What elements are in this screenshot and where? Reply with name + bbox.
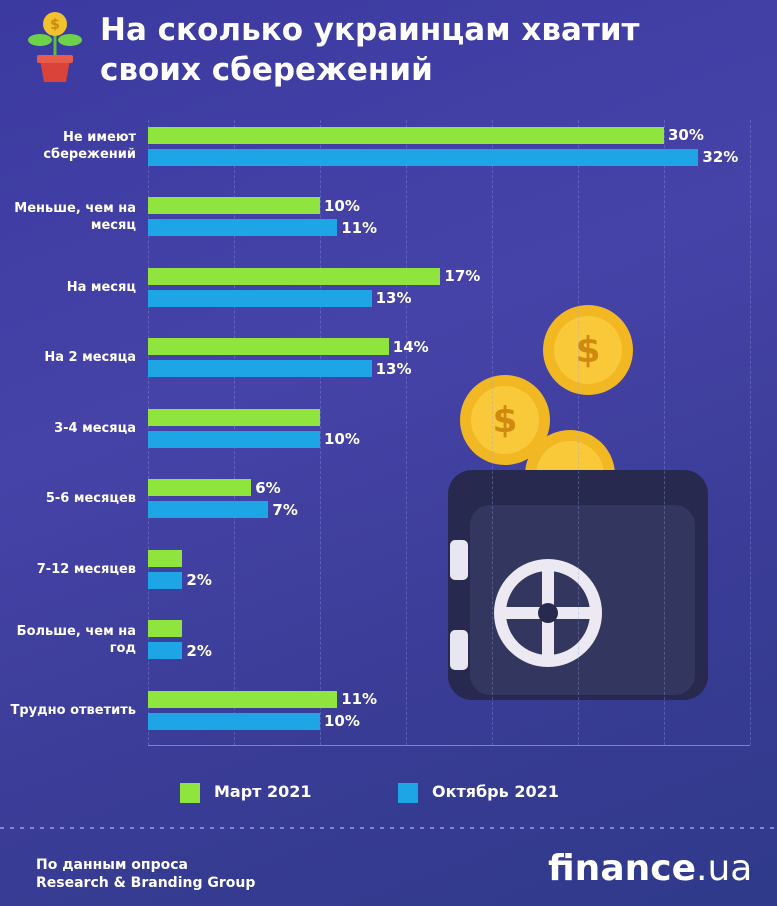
logo-text: .ua	[696, 848, 753, 889]
value-label: 7%	[272, 500, 298, 519]
chart-title: На сколько украинцам хватит своих сбереж…	[100, 12, 640, 88]
value-label: 14%	[392, 337, 429, 356]
bar	[148, 571, 183, 589]
bar	[148, 642, 183, 659]
value-label: 32%	[702, 148, 739, 166]
value-label: 10%	[324, 430, 360, 448]
value-label: 17%	[444, 267, 481, 285]
svg-text:$: $	[575, 330, 600, 371]
category-label: На 2 месяца	[44, 350, 136, 365]
legend-label: Март 2021	[214, 782, 312, 801]
legend-swatch	[180, 783, 200, 803]
bar	[148, 430, 320, 448]
bar	[148, 267, 441, 285]
category-label: 7-12 месяцев	[36, 561, 136, 577]
grid-line	[492, 120, 493, 745]
value-label: 11%	[341, 690, 378, 708]
value-label: 2%	[186, 571, 212, 589]
category-label: 3-4 месяца	[54, 420, 136, 436]
value-label: 10%	[324, 196, 360, 215]
plant-icon: $	[28, 12, 82, 82]
axis-line	[148, 745, 750, 746]
grid-line	[750, 120, 751, 745]
value-label: 11%	[341, 218, 378, 237]
bar	[148, 501, 269, 518]
category-label: Больше, чем на год	[16, 623, 136, 656]
category-label: Меньше, чем на месяц	[14, 200, 136, 233]
logo: finance.ua	[548, 848, 752, 889]
legend-swatch	[398, 783, 418, 803]
bar	[148, 289, 372, 307]
value-label: 13%	[375, 289, 412, 307]
svg-text:$: $	[50, 17, 60, 33]
value-label: 10%	[324, 712, 360, 730]
value-label: 13%	[375, 359, 412, 378]
value-label: 30%	[668, 126, 704, 144]
value-label: 2%	[186, 641, 212, 660]
bar	[148, 620, 183, 637]
category-label: Трудно ответить	[10, 702, 137, 718]
source: Research & Branding Group	[36, 875, 256, 891]
category-label: 5-6 месяцев	[45, 491, 136, 506]
grid-line	[320, 120, 321, 745]
legend-label: Октябрь 2021	[432, 782, 559, 801]
safe-illustration: $ $	[448, 305, 708, 700]
bar	[148, 197, 320, 214]
category-label: Не имеют сбережений	[43, 130, 136, 162]
grid-line	[406, 120, 407, 745]
bar	[148, 549, 183, 567]
bar	[148, 479, 252, 496]
grid-line	[664, 120, 665, 745]
bar	[148, 219, 338, 236]
source: По данным опроса	[36, 857, 188, 873]
logo-text: finance	[548, 848, 696, 889]
grid-line	[578, 120, 579, 745]
bar	[148, 338, 389, 355]
bar	[148, 360, 372, 377]
bar	[148, 712, 320, 730]
bar	[148, 126, 664, 144]
svg-text:$: $	[492, 400, 517, 441]
bar	[148, 408, 320, 426]
category-label: На месяц	[66, 279, 136, 295]
bar	[148, 690, 338, 708]
bar	[148, 148, 699, 166]
value-label: 6%	[255, 478, 281, 497]
